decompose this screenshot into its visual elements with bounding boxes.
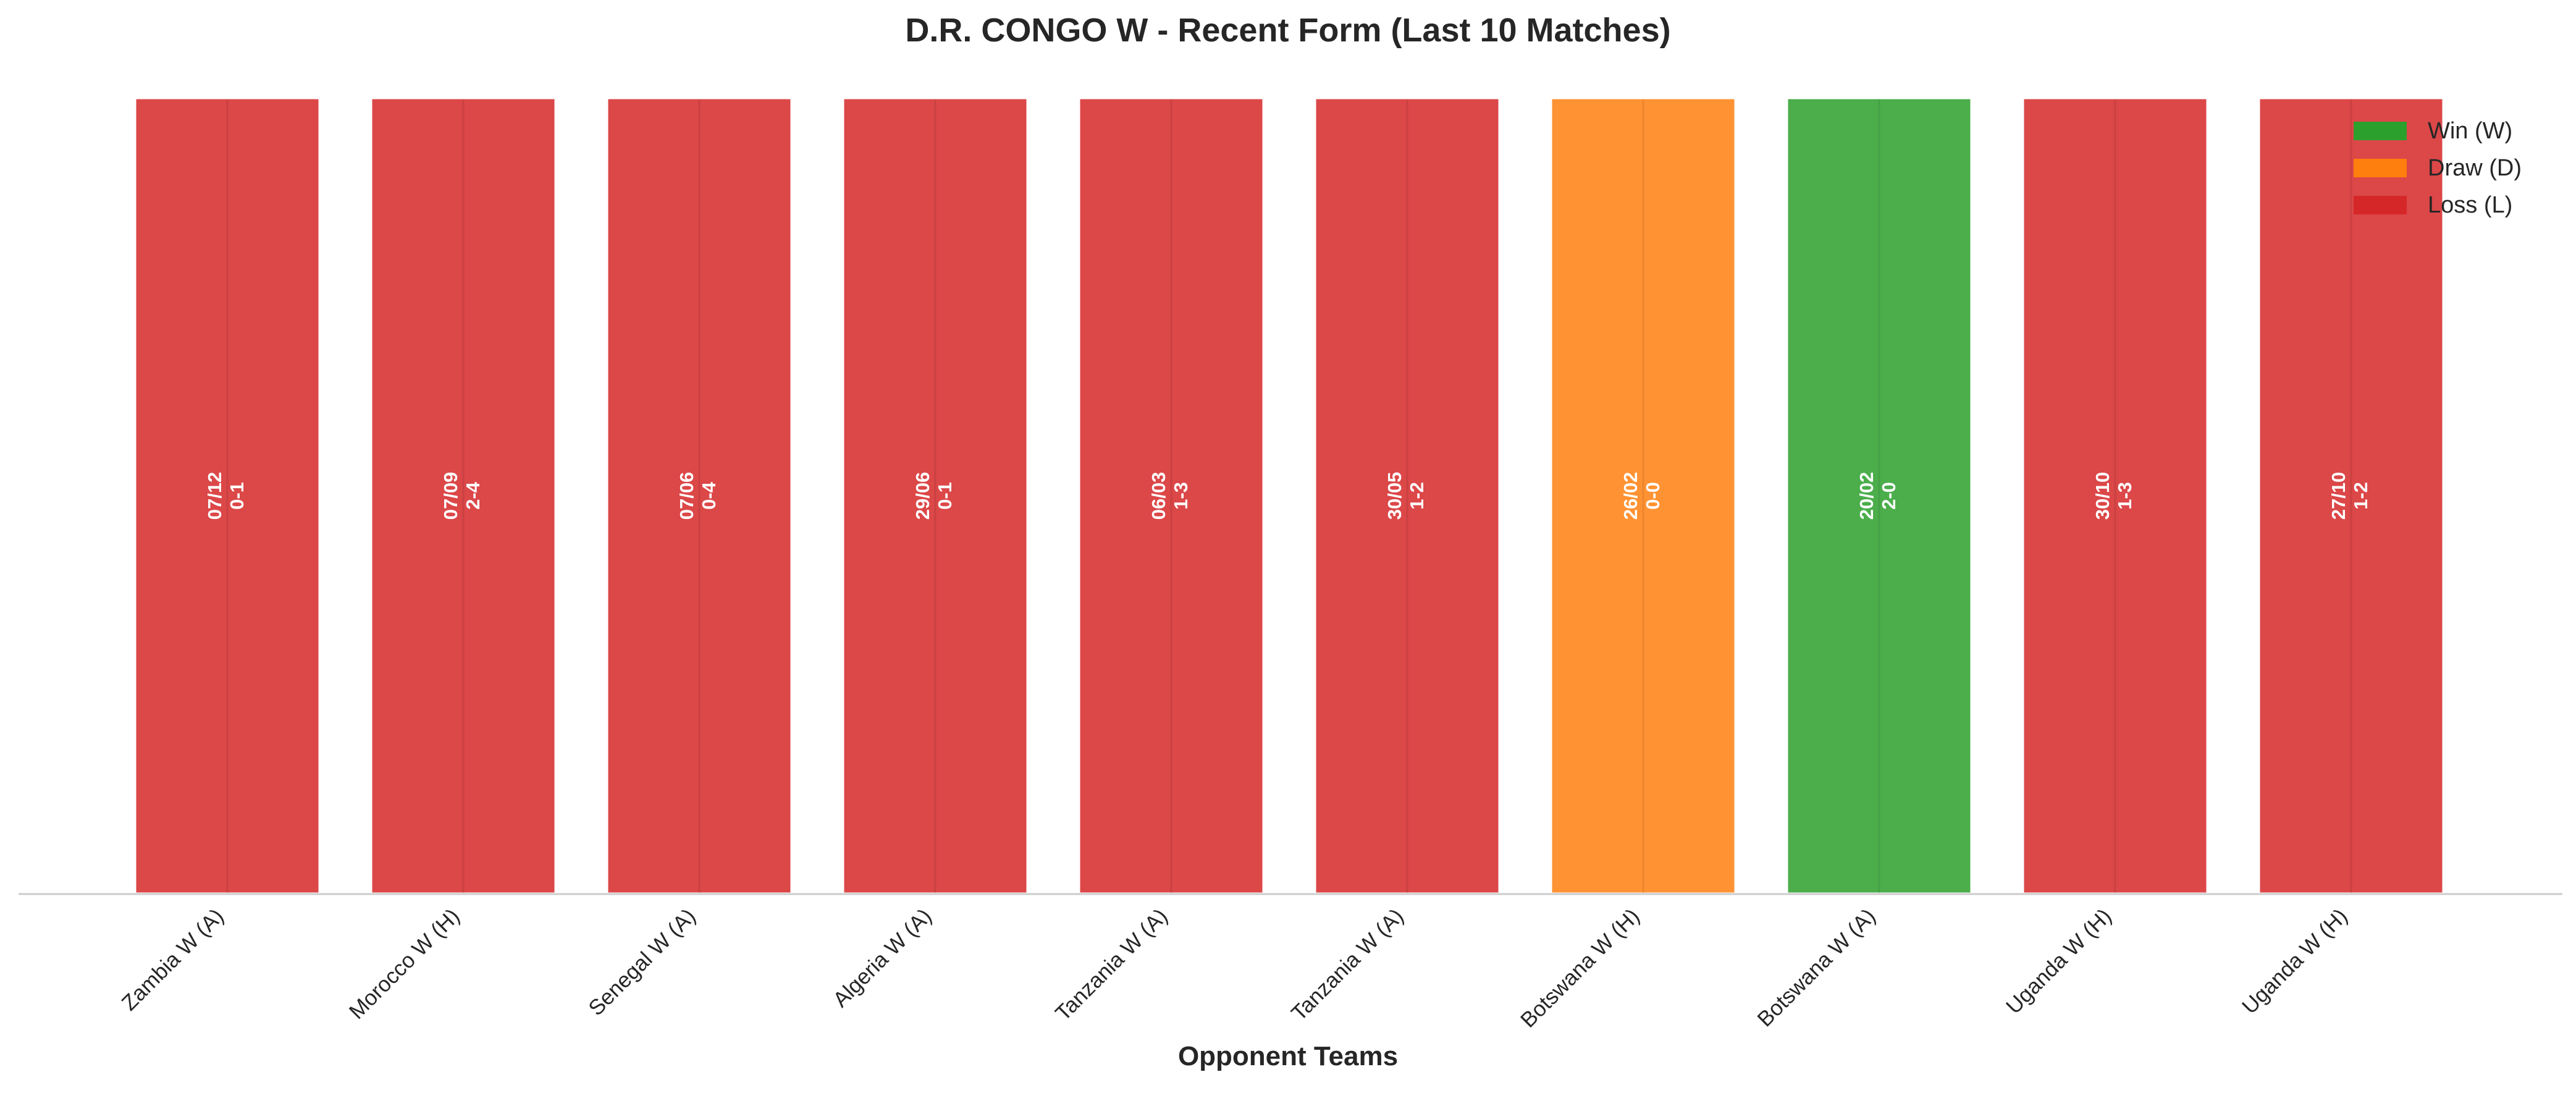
legend-swatch-draw — [2354, 159, 2407, 177]
x-tick-label-9: Uganda W (H) — [2001, 904, 2116, 1019]
bar-date-label-10: 27/10 — [2328, 472, 2349, 520]
x-tick-label-4: Algeria W (A) — [828, 904, 937, 1012]
chart-title: D.R. CONGO W - Recent Form (Last 10 Matc… — [905, 12, 1671, 49]
bar-score-label-1: 0-1 — [226, 482, 248, 510]
bar-date-label-6: 30/05 — [1384, 472, 1405, 520]
x-tick-label-2: Morocco W (H) — [345, 904, 465, 1024]
x-tick-label-1: Zambia W (A) — [117, 904, 228, 1015]
bar-date-label-5: 06/03 — [1148, 472, 1169, 520]
bar-score-label-5: 1-3 — [1170, 482, 1192, 510]
bar-date-label-4: 29/06 — [912, 472, 933, 520]
x-tick-label-5: Tanzania W (A) — [1051, 904, 1172, 1026]
x-tick-label-6: Tanzania W (A) — [1287, 904, 1408, 1026]
bar-date-label-9: 30/10 — [2092, 472, 2113, 520]
bar-5 — [1077, 96, 1266, 896]
legend-item-draw: Draw (D) — [2354, 150, 2522, 187]
bar-score-label-8: 2-0 — [1878, 482, 1900, 510]
legend-swatch-loss — [2354, 196, 2407, 214]
x-axis-label: Opponent Teams — [1177, 1041, 1399, 1071]
bar-score-label-10: 1-2 — [2350, 482, 2372, 510]
bar-10 — [2257, 96, 2446, 896]
bar-date-label-1: 07/12 — [204, 472, 225, 520]
bar-4 — [841, 96, 1030, 896]
bar-date-label-2: 07/09 — [440, 472, 461, 520]
bar-9 — [2021, 96, 2210, 896]
legend-label-draw: Draw (D) — [2428, 154, 2522, 181]
legend-item-win: Win (W) — [2354, 112, 2522, 150]
legend-item-loss: Loss (L) — [2354, 187, 2522, 224]
bar-score-label-4: 0-1 — [934, 482, 956, 510]
legend: Win (W) Draw (D) Loss (L) — [2354, 112, 2522, 224]
bar-score-label-9: 1-3 — [2114, 482, 2136, 510]
x-tick-label-3: Senegal W (A) — [584, 904, 701, 1021]
x-tick-label-7: Botswana W (H) — [1516, 904, 1644, 1032]
bar-date-label-3: 07/06 — [676, 472, 697, 520]
x-tick-label-8: Botswana W (A) — [1753, 904, 1880, 1031]
legend-label-win: Win (W) — [2428, 117, 2513, 144]
bar-7 — [1549, 96, 1738, 896]
bar-1 — [133, 96, 322, 896]
bar-3 — [605, 96, 794, 896]
bar-8 — [1785, 96, 1974, 896]
bar-score-label-6: 1-2 — [1406, 482, 1428, 510]
bar-score-label-3: 0-4 — [698, 481, 720, 510]
bar-date-label-7: 26/02 — [1620, 472, 1641, 520]
x-tick-label-10: Uganda W (H) — [2237, 904, 2352, 1019]
bar-date-label-8: 20/02 — [1856, 472, 1877, 520]
bar-6 — [1313, 96, 1502, 896]
bar-score-label-2: 2-4 — [462, 481, 484, 510]
legend-label-loss: Loss (L) — [2428, 192, 2513, 218]
legend-swatch-win — [2354, 122, 2407, 140]
bar-score-label-7: 0-0 — [1642, 482, 1664, 510]
